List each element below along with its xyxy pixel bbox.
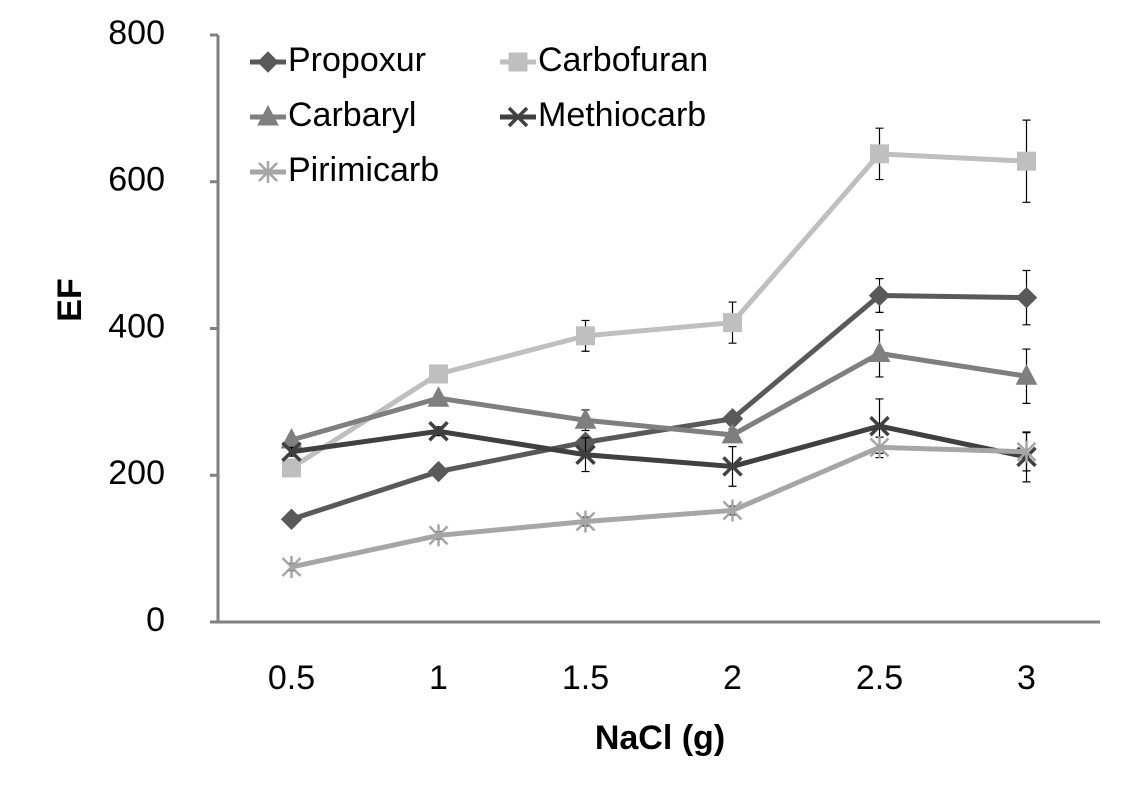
data-point [1015, 286, 1038, 309]
x-tick-label: 2 [723, 659, 742, 697]
legend-marker [258, 161, 278, 183]
series-line [290, 292, 1027, 522]
data-point [427, 386, 450, 407]
data-point [1017, 151, 1036, 171]
data-point [576, 326, 595, 346]
x-axis-title: NaCl (g) [595, 719, 725, 757]
y-axis-title: EF [51, 278, 89, 321]
series-line [290, 350, 1027, 443]
legend-marker [257, 104, 279, 126]
series-line [290, 151, 1027, 471]
data-point [575, 510, 596, 533]
y-tick-label: 400 [108, 307, 165, 345]
data-point [722, 499, 743, 522]
data-point [427, 460, 450, 483]
legend-marker [507, 106, 529, 128]
data-point [721, 422, 744, 444]
x-tick-label: 3 [1017, 659, 1036, 697]
legend-label: Propoxur [288, 41, 426, 79]
legend-label: Carbaryl [288, 96, 416, 134]
data-point [722, 456, 743, 477]
data-point [575, 444, 596, 465]
data-point [429, 364, 448, 384]
data-point [281, 441, 302, 463]
data-point [428, 524, 449, 547]
y-tick-label: 200 [108, 454, 165, 492]
legend-label: Carbofuran [538, 41, 708, 79]
legend-label: Pirimicarb [288, 151, 439, 189]
data-point [1015, 364, 1038, 385]
legend-marker [257, 51, 279, 73]
y-tick-label: 600 [108, 161, 165, 199]
x-tick-label: 1.5 [562, 659, 609, 697]
y-tick-label: 800 [108, 14, 165, 52]
data-point [869, 415, 890, 437]
data-point [868, 284, 891, 307]
series-line [291, 423, 1028, 469]
data-point [281, 555, 302, 578]
data-point [868, 341, 891, 362]
data-point [428, 420, 449, 442]
data-point [574, 408, 597, 429]
data-point [869, 436, 890, 459]
data-point [280, 508, 303, 530]
data-point [870, 144, 889, 164]
x-tick-label: 0.5 [268, 659, 315, 697]
series-line [290, 444, 1027, 570]
data-point [282, 458, 301, 478]
data-point [1016, 440, 1037, 463]
y-tick-label: 0 [146, 601, 165, 639]
x-tick-label: 1 [429, 659, 448, 697]
data-point [723, 313, 742, 333]
legend-label: Methiocarb [538, 96, 706, 134]
x-tick-label: 2.5 [856, 659, 903, 697]
legend-marker [508, 52, 528, 72]
